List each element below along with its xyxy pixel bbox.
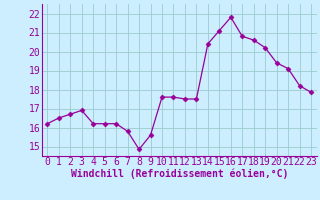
- X-axis label: Windchill (Refroidissement éolien,°C): Windchill (Refroidissement éolien,°C): [70, 169, 288, 179]
